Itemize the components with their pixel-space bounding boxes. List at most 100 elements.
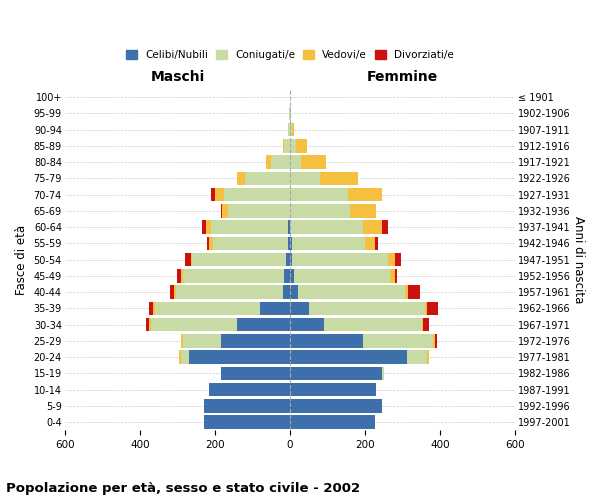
- Bar: [289, 106, 290, 120]
- Bar: [427, 302, 439, 315]
- Bar: [374, 236, 379, 250]
- Bar: [213, 236, 288, 250]
- Bar: [228, 204, 290, 218]
- Legend: Celibi/Nubili, Coniugati/e, Vedovi/e, Divorziati/e: Celibi/Nubili, Coniugati/e, Vedovi/e, Di…: [122, 46, 458, 64]
- Bar: [290, 156, 301, 169]
- Bar: [203, 416, 290, 429]
- Bar: [183, 269, 284, 282]
- Bar: [181, 350, 188, 364]
- Bar: [349, 188, 382, 202]
- Bar: [395, 253, 401, 266]
- Bar: [292, 123, 294, 136]
- Bar: [271, 156, 290, 169]
- Bar: [425, 302, 427, 315]
- Bar: [324, 318, 422, 332]
- Bar: [292, 253, 388, 266]
- Bar: [290, 204, 350, 218]
- Bar: [365, 236, 374, 250]
- Bar: [350, 204, 376, 218]
- Y-axis label: Fasce di età: Fasce di età: [15, 224, 28, 294]
- Bar: [153, 302, 155, 315]
- Bar: [320, 172, 358, 185]
- Bar: [290, 236, 292, 250]
- Bar: [290, 172, 320, 185]
- Bar: [185, 253, 191, 266]
- Bar: [288, 236, 290, 250]
- Bar: [309, 302, 425, 315]
- Bar: [208, 236, 209, 250]
- Bar: [424, 318, 429, 332]
- Bar: [389, 269, 395, 282]
- Bar: [238, 318, 290, 332]
- Bar: [427, 350, 429, 364]
- Bar: [206, 220, 211, 234]
- Bar: [146, 318, 149, 332]
- Bar: [409, 286, 419, 299]
- Bar: [364, 334, 433, 347]
- Bar: [292, 236, 365, 250]
- Bar: [288, 220, 290, 234]
- Bar: [183, 334, 221, 347]
- Bar: [221, 366, 290, 380]
- Bar: [395, 269, 397, 282]
- Bar: [178, 269, 181, 282]
- Bar: [151, 318, 238, 332]
- Bar: [290, 416, 374, 429]
- Bar: [290, 334, 364, 347]
- Bar: [433, 334, 434, 347]
- Bar: [260, 302, 290, 315]
- Bar: [211, 188, 215, 202]
- Bar: [422, 318, 424, 332]
- Bar: [382, 366, 384, 380]
- Bar: [290, 383, 376, 396]
- Bar: [221, 204, 223, 218]
- Bar: [283, 139, 284, 152]
- Bar: [283, 286, 290, 299]
- Bar: [290, 269, 294, 282]
- Bar: [298, 286, 404, 299]
- Bar: [296, 139, 307, 152]
- Bar: [149, 302, 153, 315]
- Bar: [404, 286, 409, 299]
- Bar: [290, 318, 324, 332]
- Bar: [290, 106, 291, 120]
- Bar: [221, 334, 290, 347]
- Bar: [191, 253, 193, 266]
- Bar: [155, 302, 260, 315]
- Bar: [211, 220, 288, 234]
- Bar: [224, 188, 290, 202]
- Bar: [202, 220, 206, 234]
- Bar: [286, 253, 290, 266]
- Bar: [188, 350, 290, 364]
- Bar: [203, 399, 290, 412]
- Bar: [290, 350, 407, 364]
- Bar: [266, 156, 271, 169]
- Bar: [238, 172, 245, 185]
- Bar: [181, 269, 183, 282]
- Bar: [284, 139, 290, 152]
- Bar: [290, 139, 296, 152]
- Bar: [290, 399, 382, 412]
- Bar: [290, 286, 298, 299]
- Bar: [388, 253, 395, 266]
- Text: Femmine: Femmine: [367, 70, 439, 84]
- Bar: [179, 350, 181, 364]
- Y-axis label: Anni di nascita: Anni di nascita: [572, 216, 585, 304]
- Bar: [290, 188, 349, 202]
- Bar: [209, 383, 290, 396]
- Bar: [290, 220, 364, 234]
- Bar: [209, 236, 213, 250]
- Bar: [284, 269, 290, 282]
- Bar: [364, 220, 382, 234]
- Bar: [290, 253, 292, 266]
- Bar: [173, 286, 176, 299]
- Text: Popolazione per età, sesso e stato civile - 2002: Popolazione per età, sesso e stato civil…: [6, 482, 360, 495]
- Bar: [290, 123, 292, 136]
- Bar: [223, 204, 228, 218]
- Bar: [215, 188, 224, 202]
- Bar: [176, 286, 283, 299]
- Bar: [434, 334, 437, 347]
- Bar: [407, 350, 427, 364]
- Bar: [301, 156, 326, 169]
- Bar: [149, 318, 151, 332]
